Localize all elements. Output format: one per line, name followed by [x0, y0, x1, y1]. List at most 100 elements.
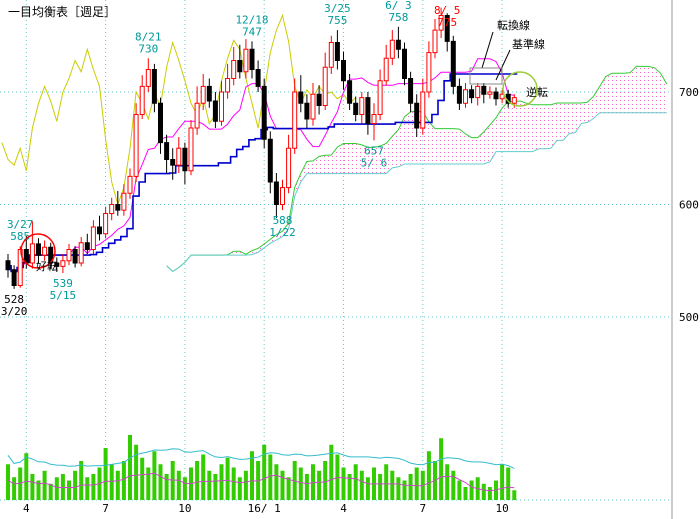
- annotation-8-21-line-1: 730: [138, 42, 158, 55]
- candle-body-27: [170, 159, 176, 166]
- candle-body-44: [273, 181, 279, 205]
- x-tick-label-1: 7: [102, 502, 109, 515]
- volume-bar-21: [134, 444, 139, 500]
- volume-bar-11: [73, 470, 78, 500]
- candle-body-8: [54, 262, 60, 267]
- candle-body-79: [487, 91, 493, 95]
- chart-title: 一目均衡表［週足］: [8, 5, 116, 19]
- volume-bar-52: [323, 461, 328, 500]
- candle-body-59: [365, 97, 371, 124]
- x-tick-label-0: 4: [23, 502, 30, 515]
- volume-bar-64: [396, 477, 401, 500]
- candle-body-17: [109, 204, 115, 214]
- volume-bar-83: [512, 490, 517, 500]
- volume-bar-63: [390, 470, 395, 500]
- volume-bar-44: [274, 464, 279, 500]
- cloud-area: [166, 66, 667, 272]
- candle-body-66: [408, 78, 414, 104]
- volume-bar-56: [347, 474, 352, 500]
- y-tick-label-600: 600: [679, 199, 699, 212]
- golden-cross-circle: [20, 233, 56, 269]
- volume-bar-50: [311, 464, 315, 500]
- volume-bar-37: [231, 467, 236, 500]
- y-tick-label-500: 500: [679, 311, 699, 324]
- volume-bar-31: [195, 461, 200, 500]
- candle-body-41: [255, 69, 261, 87]
- candle-body-22: [139, 85, 145, 115]
- candle-body-70: [432, 29, 438, 54]
- candle-body-26: [164, 142, 170, 160]
- annotation-5-15-line-0: 539: [53, 277, 73, 290]
- volume-bar-78: [481, 483, 486, 500]
- annotation-3-25-line-0: 3/25: [324, 2, 351, 15]
- reversal-label: 逆転: [526, 85, 548, 99]
- reversal-circle: [502, 71, 538, 107]
- x-tick-label-4: 4: [340, 502, 347, 515]
- annotation-5-6-line-0: 657: [364, 144, 384, 157]
- volume-bar-81: [500, 464, 505, 500]
- candle-body-67: [414, 102, 420, 129]
- candle-body-43: [267, 138, 273, 183]
- candle-body-1: [11, 269, 17, 286]
- golden-cross-label: 好転: [36, 259, 58, 273]
- volume-bar-26: [164, 474, 169, 500]
- axes: 500 600 700 4 7 10 16/ 1 4 7 10: [23, 0, 699, 519]
- volume-bar-69: [426, 451, 431, 500]
- volume-bar-4: [30, 474, 35, 500]
- annotation-3-27-line-1: 585: [10, 230, 30, 243]
- volume-bar-65: [402, 480, 407, 500]
- annotation-3-20-line-1: 3/20: [1, 305, 28, 318]
- candle-body-56: [347, 80, 353, 104]
- annotation-5-15-line-1: 5/15: [50, 289, 77, 302]
- candle-body-60: [371, 114, 377, 124]
- annotation-5-6-line-1: 5/ 6: [361, 156, 388, 169]
- volume-bar-62: [384, 464, 389, 500]
- volume-bar-17: [109, 464, 114, 500]
- candle-body-63: [389, 39, 395, 59]
- volume-bar-61: [378, 474, 383, 500]
- candle-body-19: [121, 192, 127, 211]
- candle-body-83: [511, 97, 517, 104]
- candle-body-80: [493, 91, 499, 100]
- volume-bar-29: [182, 477, 187, 500]
- volume-bar-24: [152, 451, 157, 500]
- volume-bar-12: [79, 461, 84, 500]
- candle-body-5: [36, 243, 41, 256]
- volume-bar-42: [262, 444, 267, 500]
- annotation-3-20-line-0: 528: [4, 293, 24, 306]
- candlesticks: [5, 7, 517, 289]
- candle-body-36: [225, 78, 231, 93]
- candle-body-54: [334, 42, 340, 61]
- candle-body-65: [402, 48, 407, 79]
- candle-body-9: [60, 260, 66, 267]
- volume-bar-53: [329, 444, 334, 500]
- volume-bar-75: [463, 487, 468, 500]
- volume-bars: [6, 435, 517, 500]
- volume-bar-45: [280, 470, 285, 500]
- candle-body-51: [316, 93, 322, 106]
- candle-body-62: [383, 57, 389, 82]
- candle-body-40: [249, 48, 255, 70]
- candle-body-69: [426, 52, 432, 93]
- volume-bar-14: [91, 474, 96, 500]
- volume-bar-72: [445, 464, 450, 500]
- candle-body-32: [200, 85, 206, 104]
- volume-bar-67: [414, 467, 419, 500]
- candle-body-11: [72, 249, 78, 264]
- volume-bar-3: [24, 453, 29, 500]
- x-tick-label-6: 10: [495, 502, 508, 515]
- candle-body-20: [127, 175, 133, 194]
- volume-bar-1: [12, 477, 17, 500]
- candle-body-48: [298, 91, 304, 104]
- candle-body-38: [237, 60, 243, 73]
- candle-body-16: [103, 213, 109, 235]
- candle-body-31: [194, 102, 200, 129]
- volume-bar-7: [48, 483, 53, 500]
- candle-body-68: [420, 91, 426, 129]
- candle-body-12: [78, 242, 84, 264]
- volume-bar-0: [6, 464, 10, 500]
- volume-bar-76: [469, 480, 474, 500]
- candle-body-52: [322, 66, 328, 106]
